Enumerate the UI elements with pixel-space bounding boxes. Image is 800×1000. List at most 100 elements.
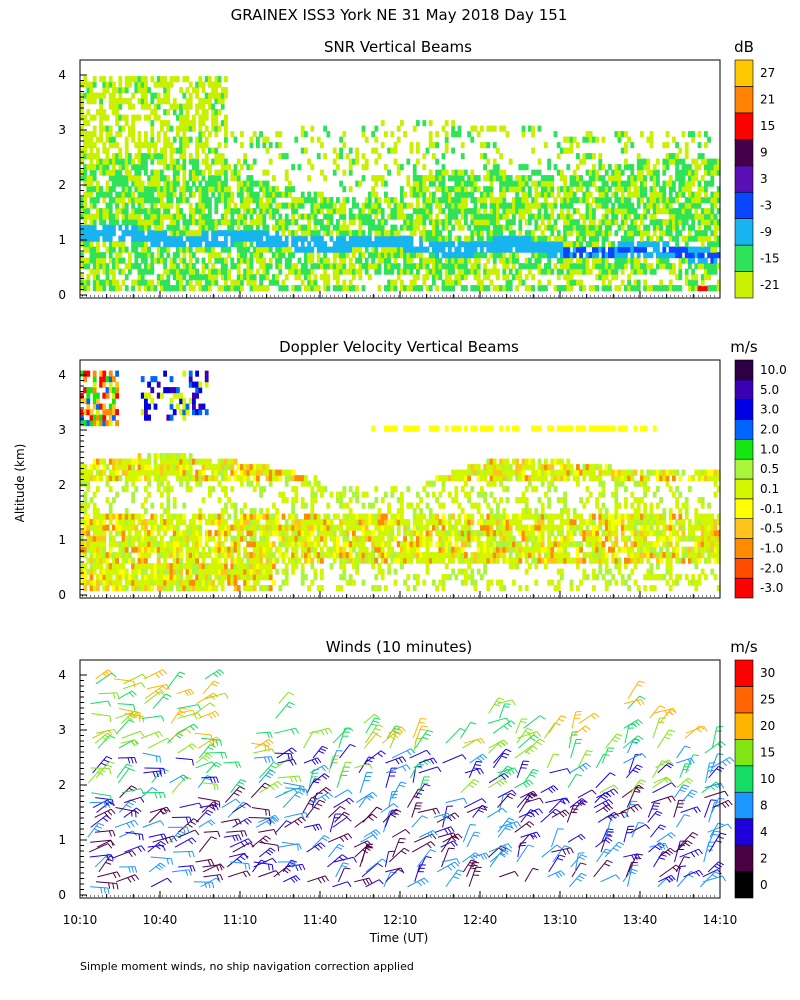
snr-cell: [425, 235, 430, 242]
snr-cell: [329, 246, 334, 253]
doppler-cell: [192, 530, 196, 537]
doppler-cell: [208, 458, 212, 465]
snr-cell: [451, 257, 455, 264]
snr-cell: [556, 169, 561, 176]
doppler-cell: [147, 530, 151, 537]
doppler-cell: [256, 552, 260, 559]
doppler-cell: [208, 464, 212, 471]
snr-cell: [489, 219, 494, 226]
snr-cell: [348, 257, 353, 264]
snr-cell: [115, 175, 119, 182]
doppler-cell: [96, 563, 100, 570]
snr-cell: [444, 285, 449, 292]
snr-cell: [278, 202, 283, 209]
doppler-cell: [89, 568, 94, 575]
snr-cell: [393, 257, 398, 264]
snr-cell: [179, 230, 183, 237]
doppler-cell: [169, 486, 174, 493]
snr-cell: [576, 230, 580, 237]
snr-cell: [547, 180, 551, 187]
snr-cell: [691, 180, 695, 187]
snr-cell: [460, 285, 465, 292]
snr-cell: [508, 224, 513, 231]
snr-cell: [406, 175, 411, 182]
doppler-cell: [163, 557, 167, 564]
snr-cell: [457, 268, 462, 275]
snr-cell: [432, 180, 436, 187]
snr-cell: [403, 263, 407, 270]
snr-cell: [624, 186, 628, 193]
snr-cell: [208, 213, 212, 220]
snr-cell: [521, 241, 526, 248]
snr-cell: [528, 175, 532, 182]
snr-cell: [448, 197, 452, 204]
snr-cell: [384, 263, 388, 270]
doppler-cell: [124, 469, 129, 476]
snr-cell: [288, 219, 292, 226]
snr-cell: [675, 241, 679, 248]
snr-cell: [579, 252, 583, 259]
snr-cell: [467, 252, 471, 259]
doppler-cell: [166, 453, 171, 460]
snr-cell: [508, 241, 513, 248]
snr-cell: [144, 191, 148, 198]
doppler-cell: [227, 464, 231, 471]
snr-cell: [425, 197, 430, 204]
doppler-cell: [262, 546, 267, 553]
snr-cell: [662, 158, 667, 165]
doppler-cell: [166, 524, 171, 531]
doppler-cell: [182, 398, 187, 405]
doppler-cell: [105, 392, 110, 399]
doppler-cell: [102, 381, 107, 388]
snr-cell: [377, 197, 382, 204]
snr-cell: [550, 252, 555, 259]
snr-cell: [262, 241, 267, 248]
snr-cell: [112, 197, 116, 204]
snr-cell: [364, 164, 369, 171]
snr-cell: [563, 257, 567, 264]
doppler-cell: [179, 453, 183, 460]
snr-cell: [566, 241, 571, 248]
snr-cell: [646, 208, 651, 215]
snr-cell: [652, 202, 657, 209]
doppler-cell: [137, 552, 142, 559]
doppler-cell: [214, 568, 219, 575]
snr-cell: [630, 263, 635, 270]
snr-cell: [256, 224, 260, 231]
doppler-cell: [169, 574, 174, 581]
snr-cell: [620, 235, 625, 242]
snr-cell: [140, 224, 145, 231]
snr-cell: [83, 175, 87, 182]
doppler-cell: [156, 381, 161, 388]
doppler-cell: [198, 568, 203, 575]
doppler-cell: [108, 420, 113, 427]
doppler-cell: [131, 475, 135, 482]
snr-cell: [684, 279, 689, 286]
snr-cell: [579, 230, 583, 237]
snr-cell: [592, 164, 596, 171]
snr-cell: [371, 147, 375, 154]
snr-cell: [358, 235, 363, 242]
doppler-cell: [134, 585, 139, 592]
snr-cell: [96, 274, 100, 281]
doppler-cell: [131, 535, 135, 542]
snr-cell: [620, 197, 625, 204]
doppler-cell: [137, 541, 142, 548]
snr-cell: [579, 224, 583, 231]
doppler-cell: [201, 497, 206, 504]
doppler-cell: [224, 546, 228, 553]
doppler-cell: [105, 409, 110, 416]
doppler-cell: [83, 502, 87, 509]
snr-cell: [224, 191, 228, 198]
snr-cell: [675, 197, 679, 204]
snr-cell: [710, 175, 715, 182]
snr-cell: [688, 235, 692, 242]
snr-cell: [422, 175, 427, 182]
snr-cell: [342, 257, 347, 264]
doppler-cell: [150, 524, 155, 531]
snr-cell: [601, 263, 606, 270]
doppler-cell: [172, 574, 177, 581]
snr-cell: [662, 219, 667, 226]
snr-cell: [128, 191, 132, 198]
snr-cell: [323, 213, 327, 220]
